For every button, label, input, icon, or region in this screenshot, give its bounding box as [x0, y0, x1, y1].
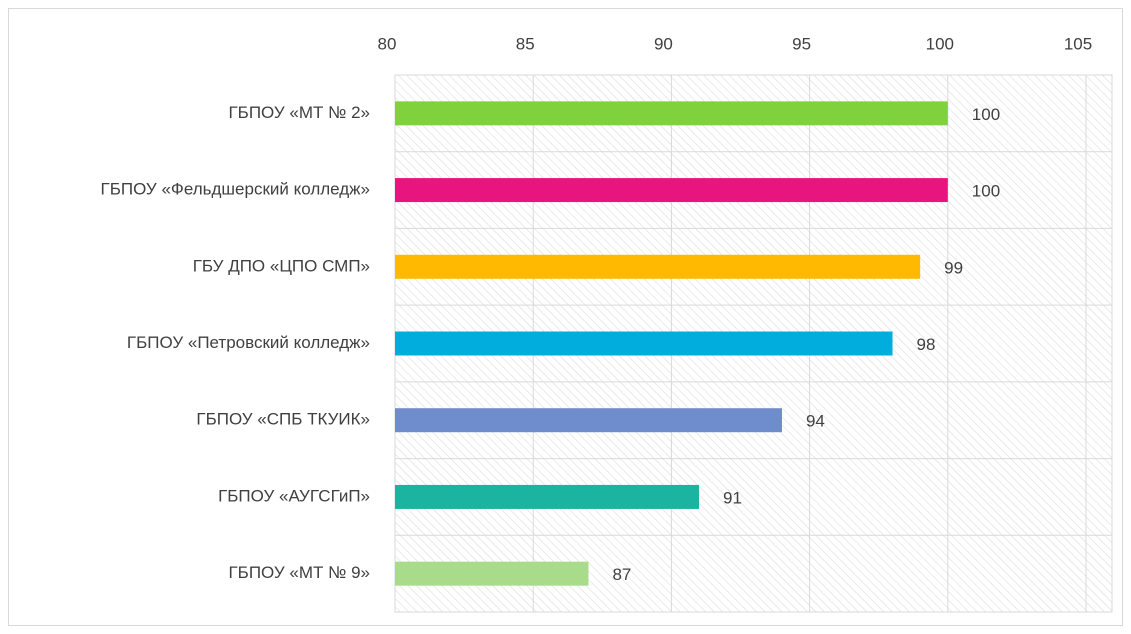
data-label: 91 [723, 488, 742, 507]
y-tick-label: ГБПОУ «АУГСГиП» [218, 486, 370, 505]
bar [395, 178, 948, 203]
bar [395, 484, 700, 509]
y-tick-label: ГБУ ДПО «ЦПО СМП» [193, 256, 370, 275]
data-label: 87 [612, 565, 631, 584]
x-tick-label: 90 [654, 34, 673, 53]
bar [395, 331, 893, 356]
bar [395, 408, 782, 433]
data-label: 94 [806, 412, 825, 431]
data-label: 100 [972, 105, 1000, 124]
data-label: 100 [972, 182, 1000, 201]
bar [395, 101, 948, 126]
y-tick-label: ГБПОУ «МТ № 2» [228, 103, 370, 122]
x-tick-label: 105 [1064, 34, 1092, 53]
y-tick-label: ГБПОУ «МТ № 9» [228, 563, 370, 582]
x-tick-label: 95 [792, 34, 811, 53]
data-label: 98 [917, 335, 936, 354]
x-tick-label: 85 [516, 34, 535, 53]
bar [395, 561, 589, 586]
x-tick-label: 100 [926, 34, 954, 53]
data-label: 99 [944, 258, 963, 277]
x-tick-label: 80 [378, 34, 397, 53]
y-tick-label: ГБПОУ «Петровский колледж» [127, 333, 370, 352]
y-tick-label: ГБПОУ «Фельдшерский колледж» [101, 180, 371, 199]
y-tick-label: ГБПОУ «СПБ ТКУИК» [196, 410, 370, 429]
bar [395, 254, 921, 279]
